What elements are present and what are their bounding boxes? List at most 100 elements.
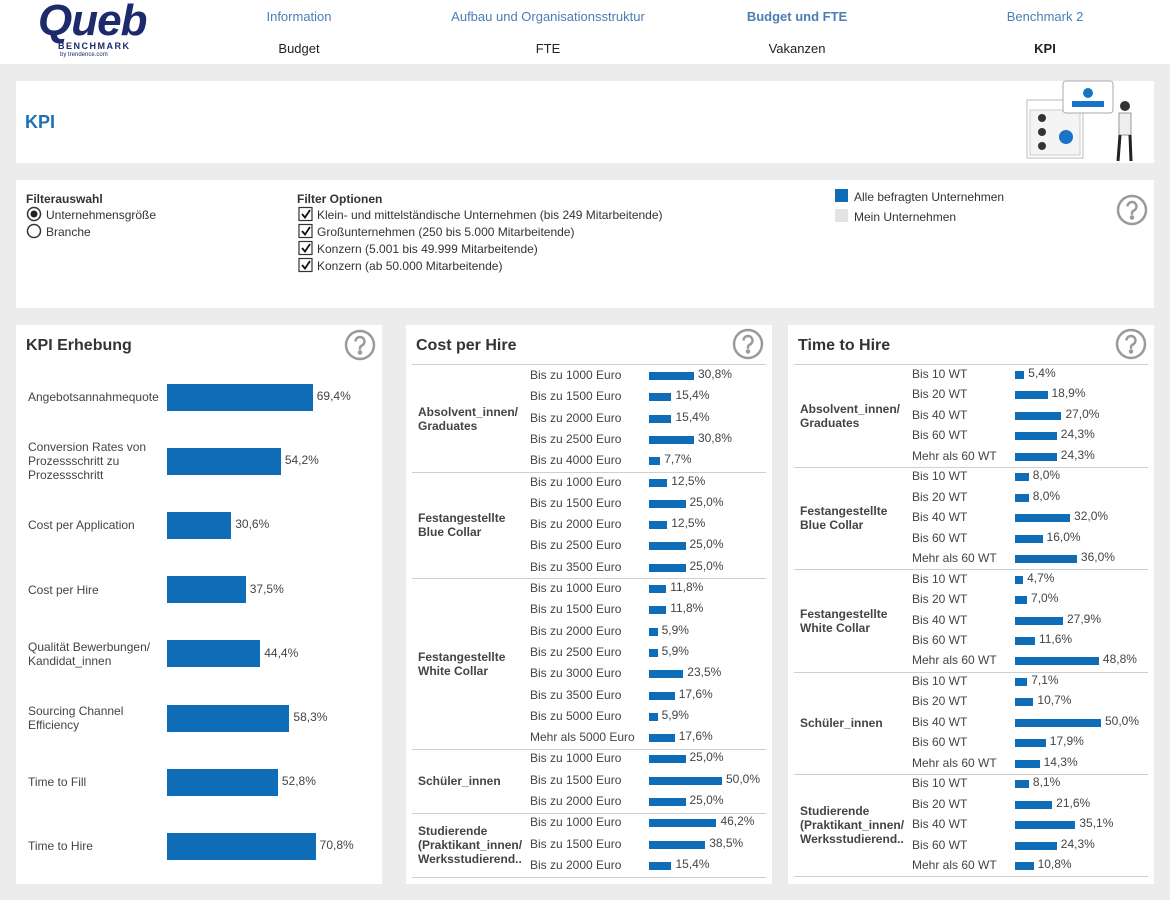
value-label: 36,0% xyxy=(1080,550,1115,565)
category-label: Bis zu 2000 Euro xyxy=(530,517,622,532)
category-label: Bis 20 WT xyxy=(912,694,968,709)
checkbox-label[interactable]: Großunternehmen (250 bis 5.000 Mitarbeit… xyxy=(317,225,575,239)
help-icons[interactable] xyxy=(344,194,1148,361)
checkbox-label[interactable]: Konzern (5.001 bis 49.999 Mitarbeitende) xyxy=(317,242,538,256)
category-label: Mehr als 60 WT xyxy=(912,653,997,668)
category-label: Angebotsannahmequote xyxy=(28,390,159,404)
bar xyxy=(1015,432,1057,441)
category-label: Bis zu 1500 Euro xyxy=(530,772,622,787)
value-label: 54,2% xyxy=(284,453,319,468)
filter-heading: Filterauswahl xyxy=(26,192,103,206)
checkbox-label[interactable]: Klein- und mittelständische Unternehmen … xyxy=(317,208,663,222)
category-label: Bis 60 WT xyxy=(912,735,968,750)
bar xyxy=(1015,514,1071,523)
radio-label[interactable]: Branche xyxy=(46,225,91,239)
group-label: Festangestellte Blue Collar xyxy=(800,504,888,533)
group-label: Absolvent_innen/ Graduates xyxy=(418,404,519,433)
bar xyxy=(1015,862,1034,871)
value-label: 16,0% xyxy=(1046,529,1081,544)
bar xyxy=(649,840,706,849)
category-label: Bis 20 WT xyxy=(912,592,968,607)
bar xyxy=(1015,473,1029,482)
category-label: Bis zu 1000 Euro xyxy=(530,368,622,382)
group-label: Festangestellte White Collar xyxy=(800,606,888,635)
bar xyxy=(1015,718,1101,727)
category-label: Bis 60 WT xyxy=(912,428,968,443)
value-label: 4,7% xyxy=(1027,570,1055,585)
panel-title: KPI Erhebung xyxy=(26,337,132,354)
value-label: 17,6% xyxy=(678,686,713,701)
value-label: 8,0% xyxy=(1032,488,1061,503)
category-label: Mehr als 60 WT xyxy=(912,755,997,770)
category-label: Bis zu 1000 Euro xyxy=(530,474,622,489)
nav-link[interactable]: Budget und FTE xyxy=(746,9,848,24)
value-label: 70,8% xyxy=(319,838,354,853)
divider xyxy=(794,876,1148,878)
bar xyxy=(649,670,684,679)
divider xyxy=(412,812,766,814)
category-label: Bis zu 5000 Euro xyxy=(530,708,622,723)
value-label: 5,9% xyxy=(661,622,689,637)
nav-link[interactable]: FTE xyxy=(535,41,561,56)
group-label: Studierende (Praktikant_innen/ Werksstud… xyxy=(418,823,523,866)
value-label: 44,4% xyxy=(264,645,299,660)
category-label: Bis 60 WT xyxy=(912,632,968,647)
value-label: 21,6% xyxy=(1056,795,1091,810)
bar xyxy=(167,640,261,668)
nav-link[interactable]: Aufbau und Organisationsstruktur xyxy=(451,9,645,24)
category-label: Bis zu 3000 Euro xyxy=(530,666,622,681)
category-label: Bis 20 WT xyxy=(912,796,968,811)
category-label: Bis 60 WT xyxy=(912,530,968,545)
nav-link[interactable]: Benchmark 2 xyxy=(1006,9,1084,24)
nav-link[interactable]: Vakanzen xyxy=(768,41,826,56)
category-label: Sourcing Channel Efficiency xyxy=(28,704,124,732)
group-label: Schüler_innen xyxy=(800,715,883,730)
category-label: Bis 10 WT xyxy=(912,367,968,381)
nav-link[interactable]: Budget xyxy=(278,41,320,56)
value-label: 5,4% xyxy=(1028,366,1056,380)
value-label: 38,5% xyxy=(709,835,744,850)
bar xyxy=(167,768,278,796)
bar xyxy=(1015,555,1077,564)
divider xyxy=(412,364,766,366)
bar xyxy=(1015,698,1034,707)
illustration xyxy=(1026,80,1133,162)
bar xyxy=(649,457,661,466)
category-label: Bis zu 2000 Euro xyxy=(530,857,622,872)
category-label: Conversion Rates von Prozessschritt zu P… xyxy=(28,440,147,483)
value-label: 25,0% xyxy=(689,750,724,765)
category-label: Bis zu 1000 Euro xyxy=(530,815,622,830)
nav-link[interactable]: KPI xyxy=(1034,41,1056,56)
divider xyxy=(412,748,766,750)
category-label: Bis 20 WT xyxy=(912,387,968,402)
value-label: 32,0% xyxy=(1074,509,1109,524)
category-label: Mehr als 60 WT xyxy=(912,858,997,873)
value-label: 48,8% xyxy=(1102,652,1137,667)
value-label: 17,6% xyxy=(678,729,713,744)
bar xyxy=(649,372,694,380)
bar xyxy=(649,861,672,870)
bar xyxy=(649,691,675,700)
bar xyxy=(649,478,668,487)
bar xyxy=(1015,636,1035,645)
category-label: Bis 10 WT xyxy=(912,571,968,586)
value-label: 30,8% xyxy=(697,367,732,381)
bar xyxy=(1015,657,1099,666)
filter-heading: Filter Optionen xyxy=(297,192,383,206)
category-label: Bis zu 2000 Euro xyxy=(530,623,622,638)
bar xyxy=(1015,534,1043,543)
radio-label[interactable]: Unternehmensgröße xyxy=(46,208,157,222)
category-label: Mehr als 60 WT xyxy=(912,551,997,566)
nav-link[interactable]: Information xyxy=(266,9,332,24)
category-label: Bis 40 WT xyxy=(912,817,968,832)
checkbox-label[interactable]: Konzern (ab 50.000 Mitarbeitende) xyxy=(317,259,503,273)
divider xyxy=(412,876,766,878)
bar xyxy=(167,576,246,604)
value-label: 27,0% xyxy=(1065,406,1100,421)
bar xyxy=(1015,739,1046,748)
value-label: 18,9% xyxy=(1051,386,1086,401)
category-label: Bis zu 1500 Euro xyxy=(530,389,622,404)
category-label: Mehr als 60 WT xyxy=(912,448,997,463)
logo-name[interactable]: Queb xyxy=(38,0,147,45)
